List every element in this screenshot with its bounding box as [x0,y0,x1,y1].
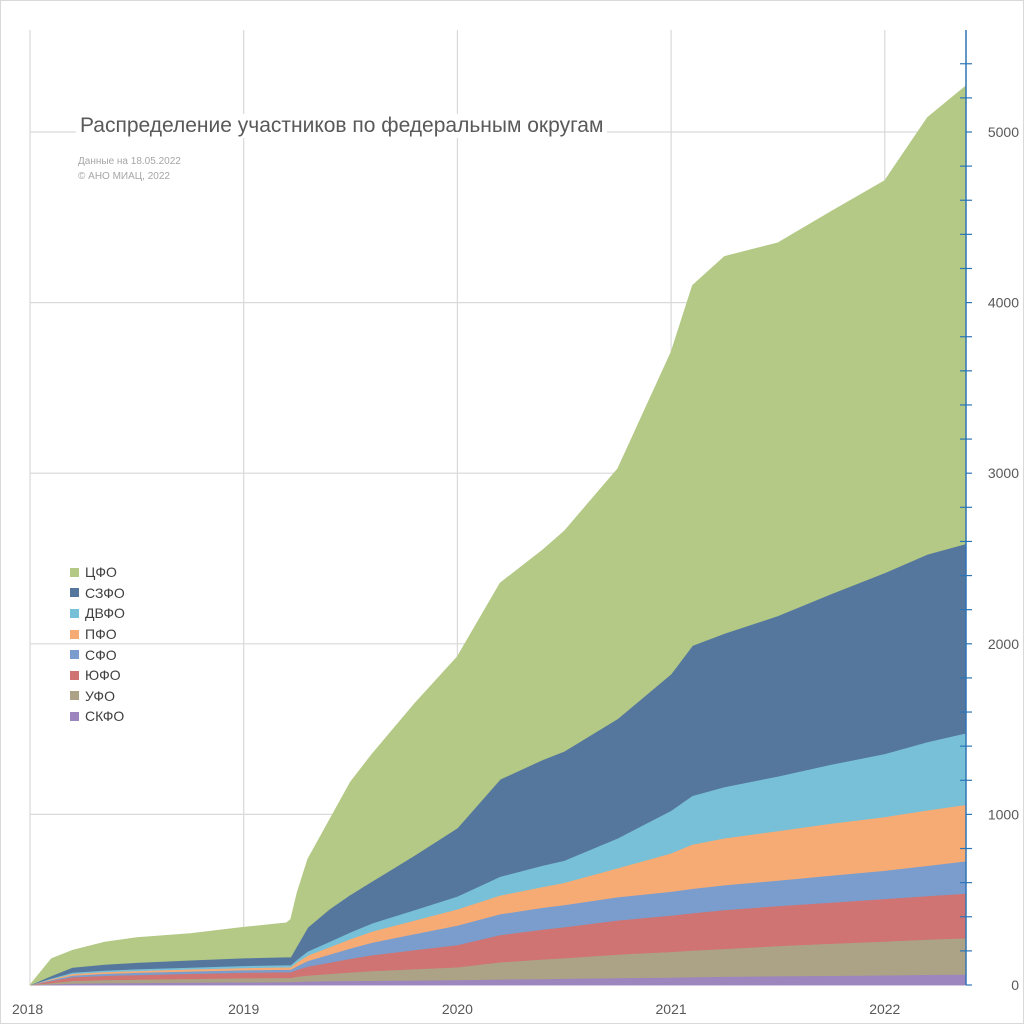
y-tick-label-3: 3000 [988,465,1019,481]
legend-swatch [70,711,79,721]
area-series [29,84,967,986]
legend-item-5: ЮФО [70,665,125,686]
legend-item-3: ПФО [70,624,125,645]
x-axis-labels: 2018 2019 2020 2021 2022 [12,1001,901,1017]
x-tick-label-4: 2022 [869,1001,900,1017]
y-tick-label-0: 0 [1011,977,1019,993]
legend-swatch [70,588,79,598]
y-tick-label-5: 5000 [988,124,1019,140]
legend-swatch [70,691,79,701]
legend-label: СФО [85,646,117,663]
legend-swatch [70,650,79,660]
legend-swatch [70,608,79,618]
data-date-note: Данные на 18.05.2022 [78,156,181,167]
copyright-note: © АНО МИАЦ, 2022 [78,171,170,182]
legend-label: СКФО [85,708,125,725]
legend-label: ЮФО [85,667,121,684]
legend-item-4: СФО [70,644,125,665]
legend: ЦФО СЗФО ДВФО ПФО СФО ЮФО УФО СКФО [70,562,125,727]
x-tick-label-3: 2021 [656,1001,687,1017]
legend-swatch [70,567,79,577]
legend-label: УФО [85,687,115,704]
legend-label: ДВФО [85,605,125,622]
legend-item-2: ДВФО [70,603,125,624]
y-tick-label-4: 4000 [988,295,1019,311]
legend-label: ПФО [85,626,117,643]
legend-item-6: УФО [70,686,125,707]
x-tick-label-0: 2018 [12,1001,43,1017]
legend-swatch [70,670,79,680]
legend-item-1: СЗФО [70,583,125,604]
legend-item-7: СКФО [70,706,125,727]
legend-label: ЦФО [85,564,117,581]
legend-label: СЗФО [85,584,125,601]
legend-item-0: ЦФО [70,562,125,583]
x-tick-label-2: 2020 [442,1001,473,1017]
chart-title: Распределение участников по федеральным … [76,114,608,138]
legend-swatch [70,629,79,639]
y-tick-label-1: 1000 [988,806,1019,822]
y-axis: 0 1000 2000 3000 4000 5000 [960,30,1019,993]
y-tick-label-2: 2000 [988,636,1019,652]
x-tick-label-1: 2019 [228,1001,259,1017]
